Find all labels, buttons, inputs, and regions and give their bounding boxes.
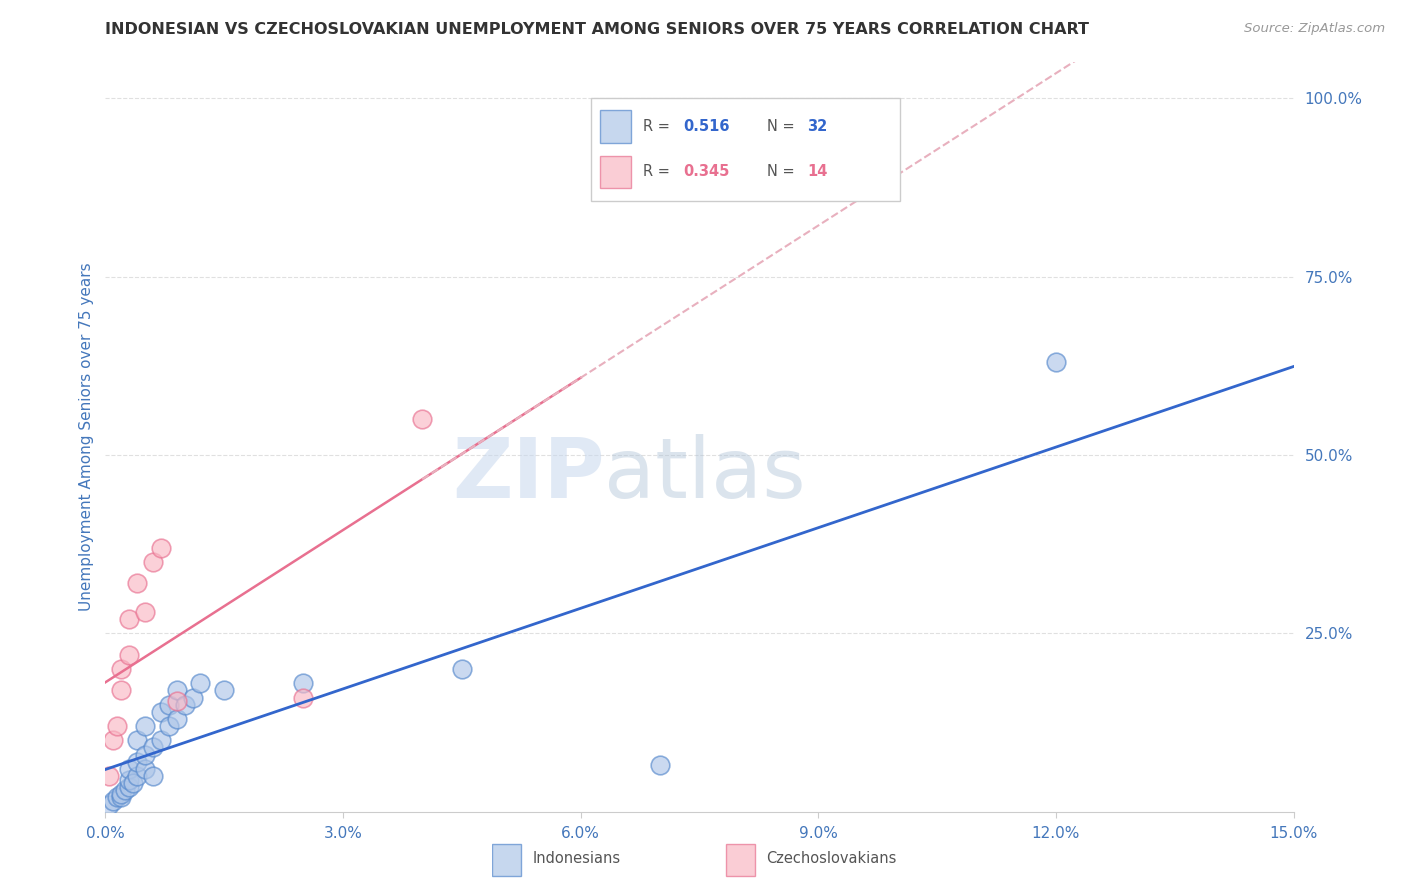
Point [105, 719, 128, 733]
Point [1045, 355, 1067, 369]
Point [134, 605, 156, 619]
Point [127, 755, 149, 769]
Point [118, 780, 141, 794]
Bar [725, 844, 755, 876]
Text: ZIP: ZIP [451, 434, 605, 515]
Text: N =: N = [766, 164, 799, 179]
Point [110, 662, 132, 676]
Point [149, 541, 172, 555]
Point [98, 769, 121, 783]
Point [118, 648, 141, 662]
Point [110, 787, 132, 801]
Point [122, 776, 145, 790]
Point [114, 783, 136, 797]
Point [118, 762, 141, 776]
Point [157, 698, 180, 712]
Bar [600, 111, 631, 144]
Point [134, 719, 156, 733]
Point [127, 733, 149, 747]
Point [166, 694, 188, 708]
Y-axis label: Unemployment Among Seniors over 75 years: Unemployment Among Seniors over 75 years [79, 263, 94, 611]
Point [142, 555, 165, 569]
Point [127, 769, 149, 783]
Text: 0.516: 0.516 [683, 120, 730, 135]
Text: R =: R = [643, 164, 675, 179]
Point [134, 747, 156, 762]
Point [103, 733, 125, 747]
Point [149, 733, 172, 747]
Point [292, 690, 315, 705]
Point [118, 612, 141, 626]
Point [173, 698, 195, 712]
Point [118, 772, 141, 787]
Point [166, 712, 188, 726]
Text: Source: ZipAtlas.com: Source: ZipAtlas.com [1244, 22, 1385, 36]
Text: atlas: atlas [605, 434, 806, 515]
Point [110, 683, 132, 698]
Text: Czechoslovakians: Czechoslovakians [766, 851, 897, 866]
Point [292, 676, 315, 690]
Point [214, 683, 236, 698]
Point [98, 797, 121, 812]
Point [127, 576, 149, 591]
Text: R =: R = [643, 120, 675, 135]
Bar [492, 844, 522, 876]
Text: 14: 14 [807, 164, 827, 179]
Point [110, 790, 132, 805]
Point [166, 683, 188, 698]
Point [411, 412, 433, 426]
Point [142, 740, 165, 755]
Point [648, 758, 671, 772]
Point [450, 662, 472, 676]
Point [149, 705, 172, 719]
Bar [600, 155, 631, 188]
Point [190, 676, 212, 690]
Point [103, 794, 125, 808]
Text: 0.345: 0.345 [683, 164, 730, 179]
Text: INDONESIAN VS CZECHOSLOVAKIAN UNEMPLOYMENT AMONG SENIORS OVER 75 YEARS CORRELATI: INDONESIAN VS CZECHOSLOVAKIAN UNEMPLOYME… [105, 22, 1090, 37]
Point [134, 762, 156, 776]
Text: N =: N = [766, 120, 799, 135]
Point [157, 719, 180, 733]
Text: 32: 32 [807, 120, 827, 135]
FancyBboxPatch shape [591, 98, 900, 201]
Point [142, 769, 165, 783]
Text: Indonesians: Indonesians [533, 851, 620, 866]
Point [105, 790, 128, 805]
Point [181, 690, 204, 705]
